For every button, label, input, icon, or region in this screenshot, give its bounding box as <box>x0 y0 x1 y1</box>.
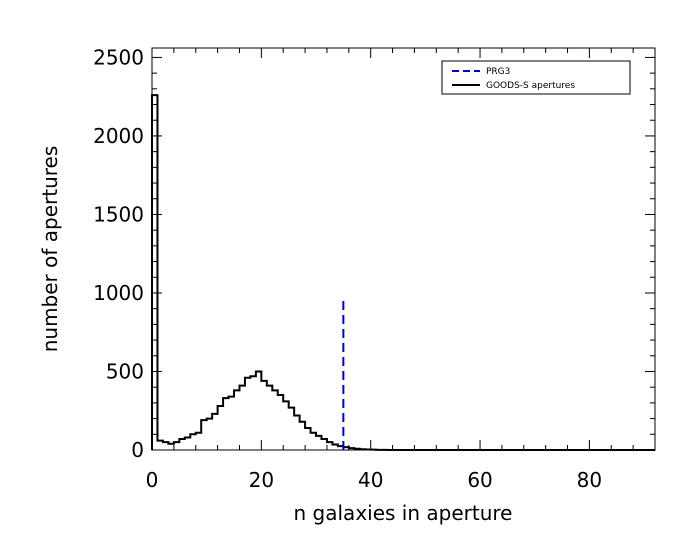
x-tick-label: 80 <box>577 468 602 492</box>
y-tick-label: 1000 <box>93 281 144 305</box>
x-tick-label: 60 <box>467 468 492 492</box>
x-tick-label: 20 <box>249 468 274 492</box>
histogram-line-goods-s <box>151 94 655 451</box>
legend: PRG3 GOODS-S apertures <box>441 60 631 95</box>
legend-label-prg3: PRG3 <box>486 67 510 77</box>
y-tick-label: 0 <box>131 438 144 462</box>
y-tick-label: 2500 <box>93 45 144 69</box>
x-tick-label: 40 <box>358 468 383 492</box>
y-tick-label: 500 <box>106 359 144 383</box>
x-tick-label: 0 <box>146 468 159 492</box>
tick-labels-group: 0 20 40 60 80 0 500 1000 1500 2000 2500 <box>93 45 602 492</box>
axes-group <box>151 47 656 451</box>
y-axis-title: number of apertures <box>38 146 62 353</box>
legend-box <box>441 60 631 95</box>
ticks-group <box>151 48 656 451</box>
series-group <box>151 94 655 451</box>
legend-label-goods-s: GOODS-S apertures <box>486 81 575 91</box>
plot-frame <box>151 47 656 451</box>
y-tick-label: 1500 <box>93 202 144 226</box>
y-tick-label: 2000 <box>93 124 144 148</box>
x-axis-title: n galaxies in aperture <box>294 501 513 525</box>
